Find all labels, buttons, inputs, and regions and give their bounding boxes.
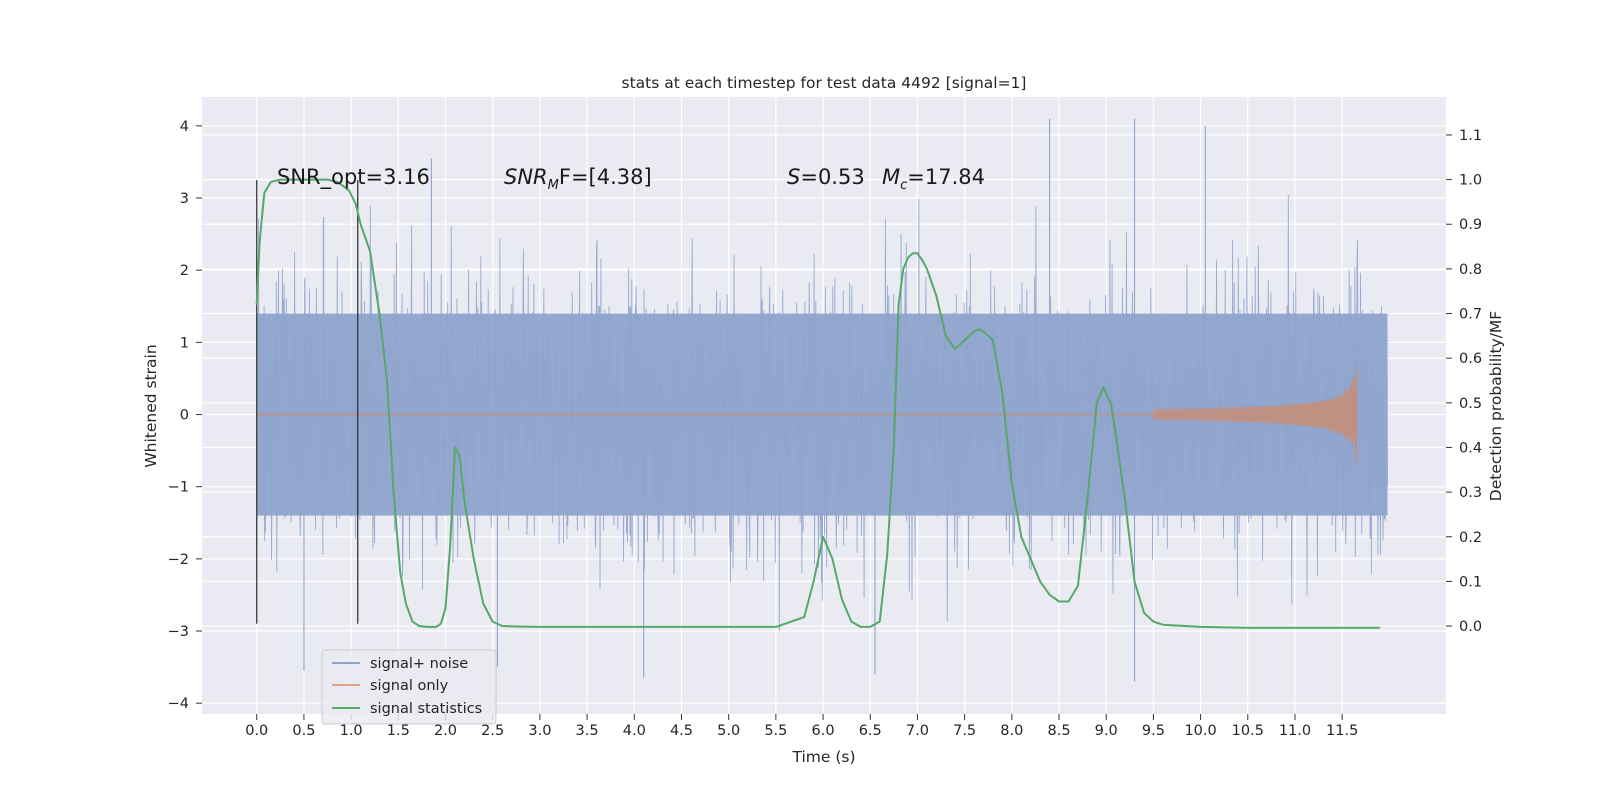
y-right-tick-label: 0.6 [1459,351,1482,367]
x-tick-label: 0.5 [292,723,315,739]
y-left-tick-label: 0 [180,408,189,424]
signal-statistics-line [255,178,1380,629]
s-value: =0.53 [800,165,864,189]
y-right-tick-label: 1.1 [1459,128,1482,144]
x-tick-label: 6.5 [859,723,882,739]
x-tick-label: 3.5 [576,723,599,739]
y-right-tick-label: 0.5 [1459,396,1482,412]
y-right-tick-label: 0.2 [1459,530,1482,546]
left-y-axis-label: Whitened strain [142,344,160,467]
x-tick-label: 7.5 [953,723,976,739]
legend: signal+ noise signal only signal statist… [321,649,497,725]
right-y-axis-ticks: 1.1 1.0 0.9 0.8 0.7 0.6 0.5 0.4 0.3 0.2 0.1 0.0 [1446,128,1482,635]
y-left-tick-label: 1 [180,335,189,351]
x-tick-label: 7.0 [906,723,929,739]
x-axis-ticks: 0.0 0.5 1.0 1.5 2.0 2.5 3.0 3.5 4.0 4.5 5.0 5.5 6.0 6… [245,714,1358,739]
snr-mf-sub: M [548,178,559,193]
legend-box [321,649,497,725]
vertical-markers [256,179,359,624]
x-tick-label: 2.0 [434,723,457,739]
series-signal-statistics [255,178,1380,629]
chart-title: stats at each timestep for test data 449… [622,74,1027,92]
x-tick-label: 5.5 [764,723,787,739]
x-tick-label: 9.0 [1095,723,1118,739]
x-tick-label: 8.0 [1000,723,1023,739]
y-left-tick-label: 3 [180,191,189,207]
x-tick-label: 3.0 [528,723,551,739]
y-right-tick-label: 0.3 [1459,485,1482,501]
annotation-s: S=0.53 [787,165,865,189]
y-right-tick-label: 0.7 [1459,307,1482,323]
y-left-tick-label: 4 [180,119,189,135]
annotation-mc: Mc=17.84 [882,165,985,193]
right-y-axis-label: Detection probability/MF [1487,311,1505,502]
legend-label-signal-only: signal only [370,678,449,694]
x-tick-label: 6.0 [812,723,835,739]
y-right-tick-label: 1.0 [1459,173,1482,189]
x-tick-label: 4.5 [670,723,693,739]
x-tick-label: 1.0 [340,723,363,739]
x-tick-label: 5.0 [717,723,740,739]
y-right-tick-label: 0.9 [1459,217,1482,233]
x-tick-label: 11.0 [1279,723,1311,739]
signal-only-chirp [1153,373,1357,456]
y-right-tick-label: 0.8 [1459,262,1482,278]
annotation-snr-mf: SNRMF=[4.38] [504,165,652,193]
mc-symbol: M [882,165,900,189]
y-right-tick-label: 0.1 [1459,574,1482,590]
y-right-tick-label: 0.4 [1459,440,1482,456]
y-left-tick-label: 2 [180,263,189,279]
mc-sub: c [900,178,907,193]
x-tick-label: 10.0 [1184,723,1216,739]
x-tick-label: 1.5 [387,723,410,739]
x-tick-label: 0.0 [245,723,268,739]
x-tick-label: 2.5 [481,723,504,739]
y-left-tick-label: −3 [168,624,189,640]
x-axis-label: Time (s) [791,748,855,766]
left-y-axis-ticks: 4 3 2 1 0 −1 −2 −3 −4 [168,119,202,712]
y-left-tick-label: −1 [168,480,189,496]
snr-mf-main: SNR [504,165,548,189]
mc-value: =17.84 [907,165,985,189]
x-tick-label: 4.0 [623,723,646,739]
legend-label-signal-noise: signal+ noise [370,656,468,672]
y-right-tick-label: 0.0 [1459,619,1482,635]
x-tick-label: 10.5 [1232,723,1264,739]
s-symbol: S [787,165,800,189]
annotation-snr-opt: SNR_opt=3.16 [277,165,430,190]
snr-mf-rest: F=[4.38] [559,165,652,189]
x-tick-label: 11.5 [1326,723,1358,739]
x-tick-label: 8.5 [1047,723,1070,739]
y-left-tick-label: −4 [168,696,189,712]
y-left-tick-label: −2 [168,552,189,568]
legend-label-signal-statistics: signal statistics [370,701,482,717]
x-tick-label: 9.5 [1142,723,1165,739]
